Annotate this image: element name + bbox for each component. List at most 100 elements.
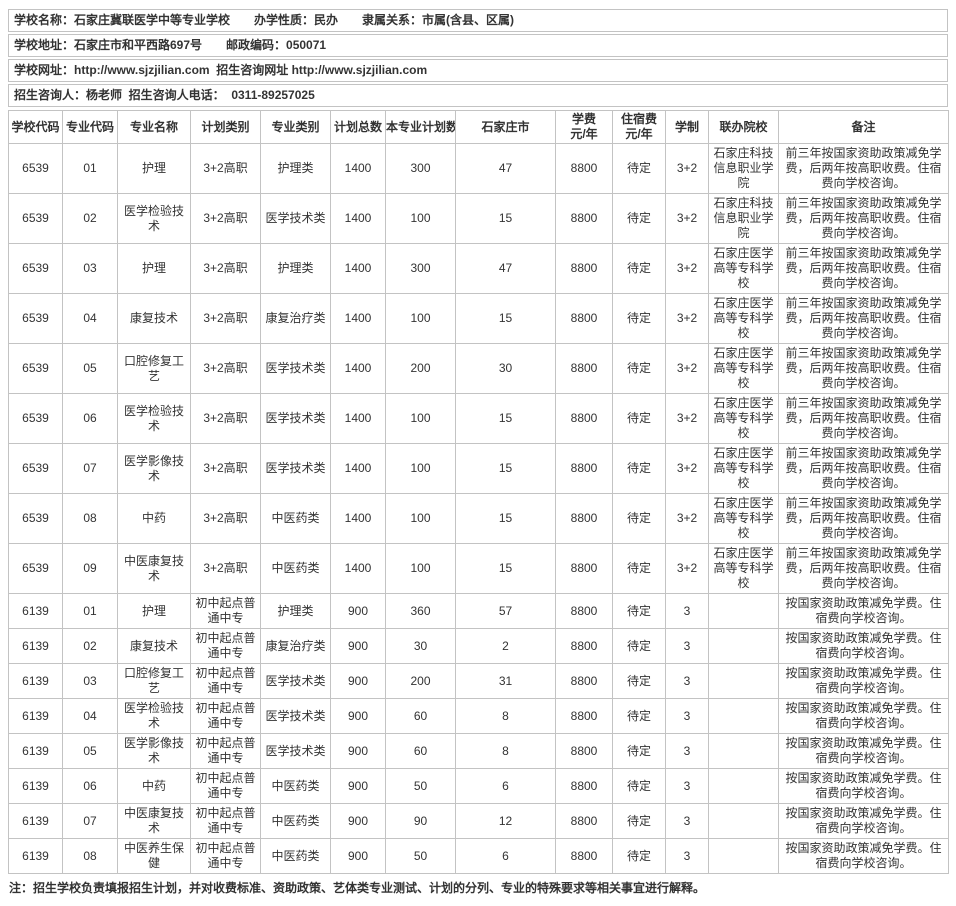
cell-schooling-length: 3+2 (665, 143, 709, 194)
cell-shijiazhuang-count: 15 (455, 193, 556, 244)
column-header-remark: 备注 (778, 110, 949, 144)
cell-major-category: 护理类 (260, 143, 331, 194)
cell-tuition-fee: 8800 (555, 343, 613, 394)
cell-remark: 按国家资助政策减免学费。住宿费向学校咨询。 (778, 628, 949, 664)
column-header-tuition-fee: 学费 元/年 (555, 110, 613, 144)
column-header-plan-category: 计划类别 (190, 110, 261, 144)
table-row: 6539 06 医学检验技术 3+2高职 医学技术类 1400 100 15 8800 待定 3+2… (8, 393, 949, 444)
cell-major-plan-count: 100 (385, 443, 456, 494)
cell-accommodation-fee: 待定 (612, 443, 666, 494)
cell-major-plan-count: 100 (385, 293, 456, 344)
table-row: 6139 03 口腔修复工艺 初中起点普通中专 医学技术类 900 200 31 8800 待定 3… (8, 663, 949, 699)
cell-remark: 前三年按国家资助政策减免学费，后两年按高职收费。住宿费向学校咨询。 (778, 393, 949, 444)
cell-accommodation-fee: 待定 (612, 143, 666, 194)
table-row: 6139 06 中药 初中起点普通中专 中医药类 900 50 6 8800 待定 3 按国家资助政策… (8, 768, 949, 804)
table-body: 6539 01 护理 3+2高职 护理类 1400 300 47 8800 待定 3+2 石家庄科技信… (8, 143, 949, 874)
cell-major-name: 中医康复技术 (117, 803, 191, 839)
table-row: 6139 08 中医养生保健 初中起点普通中专 中医药类 900 50 6 8800 待定 3 按国家… (8, 838, 949, 874)
cell-plan-category: 初中起点普通中专 (190, 698, 261, 734)
cell-plan-category: 3+2高职 (190, 493, 261, 544)
school-website-bar: 学校网址：http://www.sjzjilian.com 招生咨询网址 htt… (8, 59, 948, 82)
cell-partner-college: 石家庄医学高等专科学校 (708, 543, 779, 594)
table-row: 6139 05 医学影像技术 初中起点普通中专 医学技术类 900 60 8 8800 待定 3 按国… (8, 733, 949, 769)
cell-partner-college (708, 663, 779, 699)
cell-major-plan-count: 100 (385, 493, 456, 544)
column-header-major-code: 专业代码 (62, 110, 118, 144)
cell-major-plan-count: 100 (385, 543, 456, 594)
cell-accommodation-fee: 待定 (612, 493, 666, 544)
cell-major-code: 02 (62, 193, 118, 244)
cell-shijiazhuang-count: 8 (455, 698, 556, 734)
column-header-major-name: 专业名称 (117, 110, 191, 144)
cell-remark: 前三年按国家资助政策减免学费，后两年按高职收费。住宿费向学校咨询。 (778, 443, 949, 494)
cell-schooling-length: 3 (665, 768, 709, 804)
cell-major-plan-count: 300 (385, 143, 456, 194)
cell-major-code: 03 (62, 243, 118, 294)
cell-major-category: 医学技术类 (260, 343, 331, 394)
cell-schooling-length: 3+2 (665, 243, 709, 294)
cell-plan-total: 1400 (330, 293, 386, 344)
cell-remark: 按国家资助政策减免学费。住宿费向学校咨询。 (778, 803, 949, 839)
cell-tuition-fee: 8800 (555, 663, 613, 699)
enrollment-table: 学校代码 专业代码 专业名称 计划类别 专业类别 计划总数 本专业计划数 石家庄市 学费 元/年住… (8, 110, 949, 874)
cell-partner-college: 石家庄医学高等专科学校 (708, 443, 779, 494)
cell-school-code: 6139 (8, 803, 63, 839)
cell-plan-total: 1400 (330, 443, 386, 494)
cell-school-code: 6539 (8, 443, 63, 494)
column-header-plan-total: 计划总数 (330, 110, 386, 144)
cell-shijiazhuang-count: 15 (455, 393, 556, 444)
cell-tuition-fee: 8800 (555, 733, 613, 769)
cell-school-code: 6539 (8, 343, 63, 394)
table-row: 6139 07 中医康复技术 初中起点普通中专 中医药类 900 90 12 8800 待定 3 按国… (8, 803, 949, 839)
cell-schooling-length: 3+2 (665, 193, 709, 244)
cell-major-name: 护理 (117, 143, 191, 194)
cell-accommodation-fee: 待定 (612, 243, 666, 294)
cell-major-name: 中医康复技术 (117, 543, 191, 594)
table-row: 6539 03 护理 3+2高职 护理类 1400 300 47 8800 待定 3+2 石家庄医学高… (8, 243, 949, 294)
cell-schooling-length: 3+2 (665, 543, 709, 594)
cell-major-code: 09 (62, 543, 118, 594)
cell-major-code: 08 (62, 493, 118, 544)
cell-plan-category: 3+2高职 (190, 443, 261, 494)
cell-partner-college (708, 803, 779, 839)
cell-major-category: 康复治疗类 (260, 293, 331, 344)
cell-partner-college: 石家庄科技信息职业学院 (708, 193, 779, 244)
cell-accommodation-fee: 待定 (612, 343, 666, 394)
cell-major-name: 中药 (117, 768, 191, 804)
cell-shijiazhuang-count: 57 (455, 593, 556, 629)
cell-major-name: 口腔修复工艺 (117, 343, 191, 394)
cell-schooling-length: 3+2 (665, 443, 709, 494)
column-header-schooling-length: 学制 (665, 110, 709, 144)
cell-plan-category: 初中起点普通中专 (190, 663, 261, 699)
column-header-major-category: 专业类别 (260, 110, 331, 144)
cell-major-plan-count: 360 (385, 593, 456, 629)
cell-plan-category: 初中起点普通中专 (190, 768, 261, 804)
cell-major-name: 医学检验技术 (117, 193, 191, 244)
cell-partner-college: 石家庄科技信息职业学院 (708, 143, 779, 194)
cell-plan-category: 3+2高职 (190, 543, 261, 594)
cell-major-code: 02 (62, 628, 118, 664)
table-row: 6539 07 医学影像技术 3+2高职 医学技术类 1400 100 15 8800 待定 3+2… (8, 443, 949, 494)
cell-plan-category: 3+2高职 (190, 193, 261, 244)
cell-plan-category: 初中起点普通中专 (190, 593, 261, 629)
cell-major-category: 中医药类 (260, 543, 331, 594)
cell-major-name: 口腔修复工艺 (117, 663, 191, 699)
cell-major-category: 医学技术类 (260, 443, 331, 494)
cell-shijiazhuang-count: 47 (455, 143, 556, 194)
cell-accommodation-fee: 待定 (612, 593, 666, 629)
cell-major-name: 中医养生保健 (117, 838, 191, 874)
school-name-bar: 学校名称：石家庄冀联医学中等专业学校 办学性质：民办 隶属关系：市属(含县、区属… (8, 9, 948, 32)
column-header-accommodation-fee: 住宿费 元/年 (612, 110, 666, 144)
cell-tuition-fee: 8800 (555, 293, 613, 344)
cell-partner-college: 石家庄医学高等专科学校 (708, 243, 779, 294)
cell-major-name: 康复技术 (117, 293, 191, 344)
cell-major-code: 06 (62, 768, 118, 804)
cell-schooling-length: 3+2 (665, 343, 709, 394)
cell-major-name: 中药 (117, 493, 191, 544)
cell-major-name: 医学检验技术 (117, 393, 191, 444)
cell-tuition-fee: 8800 (555, 803, 613, 839)
cell-plan-total: 1400 (330, 543, 386, 594)
cell-remark: 按国家资助政策减免学费。住宿费向学校咨询。 (778, 768, 949, 804)
cell-plan-total: 900 (330, 803, 386, 839)
